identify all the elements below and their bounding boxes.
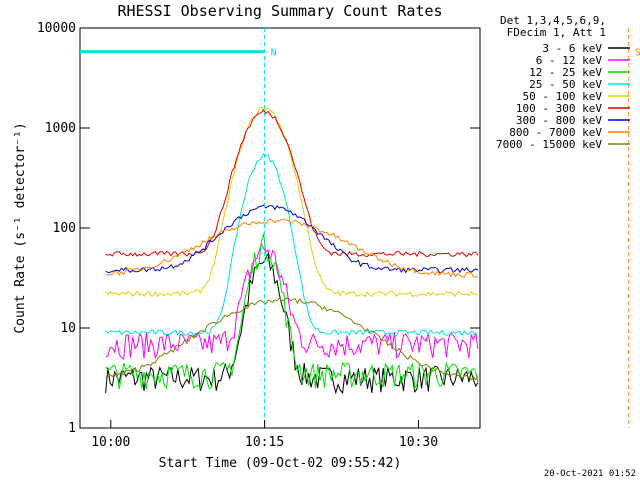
x-axis-label: Start Time (09-Oct-02 09:55:42) bbox=[159, 456, 402, 471]
legend-label-6: 100 - 300 keV bbox=[516, 102, 602, 115]
series-line-2 bbox=[105, 242, 479, 360]
series-line-9 bbox=[105, 296, 479, 381]
x-tick-label: 10:15 bbox=[245, 435, 284, 450]
y-tick-label: 10000 bbox=[37, 21, 76, 36]
series-line-8 bbox=[105, 218, 478, 278]
legend-label-4: 25 - 50 keV bbox=[529, 78, 602, 91]
y-tick-label: 1 bbox=[68, 421, 76, 436]
legend-header: FDecim 1, Att 1 bbox=[507, 26, 606, 39]
y-axis-label: Count Rate (s⁻¹ detector⁻¹) bbox=[13, 122, 28, 333]
marker-label-n: N bbox=[271, 48, 277, 59]
timestamp: 20-Oct-2021 01:52 bbox=[544, 469, 636, 479]
y-tick-label: 10 bbox=[60, 321, 76, 336]
legend: Det 1,3,4,5,6,9,FDecim 1, Att 1 3 - 6 keV… bbox=[496, 14, 630, 151]
series-line-6 bbox=[105, 109, 479, 258]
legend-label-7: 300 - 800 keV bbox=[516, 114, 602, 127]
series-line-5 bbox=[105, 106, 479, 298]
x-tick-label: 10:00 bbox=[91, 435, 130, 450]
legend-label-5: 50 - 100 keV bbox=[523, 90, 603, 103]
x-axis: 10:00 10:15 10:30 bbox=[91, 420, 438, 450]
series-line-4 bbox=[105, 152, 479, 337]
legend-label-2: 6 - 12 keV bbox=[536, 54, 603, 67]
legend-header: Det 1,3,4,5,6,9, bbox=[500, 14, 606, 27]
series-line-1 bbox=[105, 252, 479, 395]
plot-frame bbox=[79, 27, 481, 429]
legend-label-3: 12 - 25 keV bbox=[529, 66, 602, 79]
series-line-3 bbox=[105, 233, 479, 390]
chart-title: RHESSI Observing Summary Count Rates bbox=[117, 2, 442, 20]
y-axis: 1 10 100 1000 10000 bbox=[37, 21, 480, 436]
y-tick-label: 1000 bbox=[45, 121, 76, 136]
marker-label-s: S bbox=[635, 48, 640, 59]
y-tick-label: 100 bbox=[53, 221, 76, 236]
legend-label-9: 7000 - 15000 keV bbox=[496, 138, 602, 151]
legend-label-1: 3 - 6 keV bbox=[542, 42, 602, 55]
x-tick-label: 10:30 bbox=[399, 435, 438, 450]
legend-label-8: 800 - 7000 keV bbox=[509, 126, 602, 139]
